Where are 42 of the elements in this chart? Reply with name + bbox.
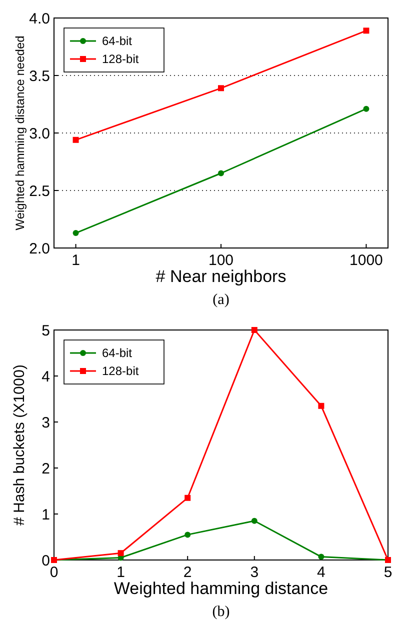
y-tick-label: 5 [42, 322, 50, 340]
y-tick-label: 4 [42, 368, 50, 386]
x-tick-label: 3 [250, 564, 259, 581]
x-tick-label: 1000 [350, 252, 383, 269]
point [218, 170, 224, 176]
point [318, 402, 324, 409]
y-axis-title: # Hash buckets (X1000) [11, 364, 28, 526]
y-tick-label: 4.0 [29, 10, 50, 28]
text: (b) [212, 604, 230, 620]
y-tick-label: 3.0 [29, 125, 50, 142]
x-tick-label: 2 [183, 564, 192, 581]
point [72, 230, 79, 236]
point [72, 136, 79, 143]
legend-label: 128-bit [102, 364, 140, 378]
y-tick-label: 3.5 [29, 68, 50, 85]
x-tick-label: 1 [72, 252, 80, 269]
x-axis-title: Weighted hamming distance [114, 579, 328, 598]
point [184, 494, 191, 501]
y-tick-label: 2 [42, 460, 50, 478]
y-tick-label: 2.0 [29, 240, 50, 258]
x-tick-label: 4 [317, 564, 326, 581]
x-axis-title: # Near neighbors [156, 267, 286, 286]
point [218, 85, 224, 92]
point [363, 28, 370, 34]
legend-label: 64-bit [102, 346, 133, 360]
x-tick-label: 1 [116, 564, 125, 581]
point [184, 532, 191, 538]
legend-label: 64-bit [102, 34, 133, 48]
point [118, 550, 124, 556]
point [251, 518, 258, 524]
y-tick-label: 1 [42, 506, 50, 524]
text: (a) [212, 292, 230, 308]
y-axis-title: Weighted hamming distance needed [13, 36, 27, 230]
y-tick-label: 0 [42, 552, 50, 570]
x-tick-label: 100 [208, 252, 234, 269]
legend-label: 128-bit [102, 52, 140, 66]
point [251, 327, 258, 333]
y-tick-label: 2.5 [29, 182, 50, 200]
y-tick-label: 3 [42, 414, 50, 432]
x-tick-label: 5 [384, 564, 392, 581]
point [318, 554, 324, 560]
point [363, 106, 370, 112]
